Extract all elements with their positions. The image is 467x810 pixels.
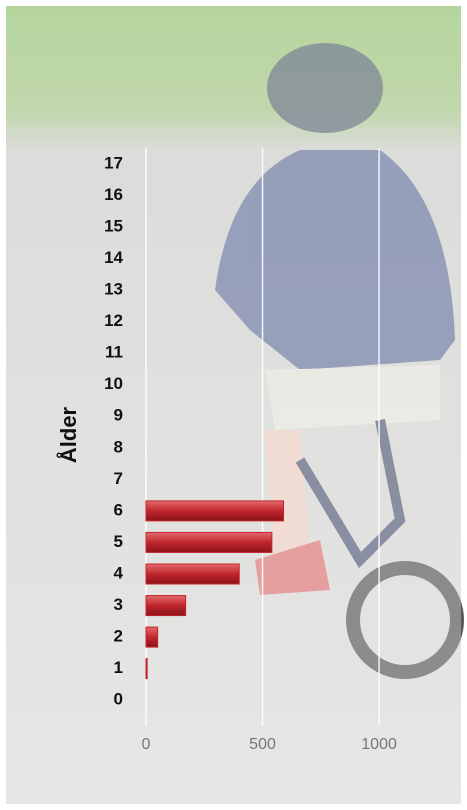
y-tick-label: 2 (114, 627, 123, 646)
y-tick-label: 5 (114, 532, 123, 551)
y-tick-label: 10 (104, 374, 123, 393)
y-tick-label: 0 (114, 690, 123, 709)
y-tick-label: 12 (104, 311, 123, 330)
photo-figure (215, 43, 464, 679)
x-tick-label: 1000 (361, 736, 397, 753)
bar (145, 595, 187, 617)
y-tick-label: 13 (104, 279, 123, 298)
y-tick-label: 1 (114, 658, 123, 677)
x-tick-label: 0 (142, 736, 151, 753)
y-tick-label: 6 (114, 500, 123, 519)
bar (145, 563, 240, 585)
photo-overlay (6, 6, 461, 804)
x-tick-label: 500 (249, 736, 276, 753)
y-tick-label: 9 (114, 406, 123, 425)
y-tick-label: 15 (104, 216, 123, 235)
bar (145, 658, 148, 680)
y-tick-label: 3 (114, 595, 123, 614)
y-tick-label: 14 (104, 248, 123, 267)
y-tick-label: 8 (114, 437, 123, 456)
y-tick-label: 17 (104, 153, 123, 172)
bar (145, 531, 273, 553)
y-tick-label: 4 (114, 563, 124, 582)
bar (145, 500, 285, 522)
axis-title: Ålder (55, 406, 81, 463)
y-tick-label: 7 (114, 469, 123, 488)
y-tick-label: 11 (105, 343, 123, 362)
y-tick-label: 16 (104, 185, 123, 204)
bar (145, 626, 159, 648)
